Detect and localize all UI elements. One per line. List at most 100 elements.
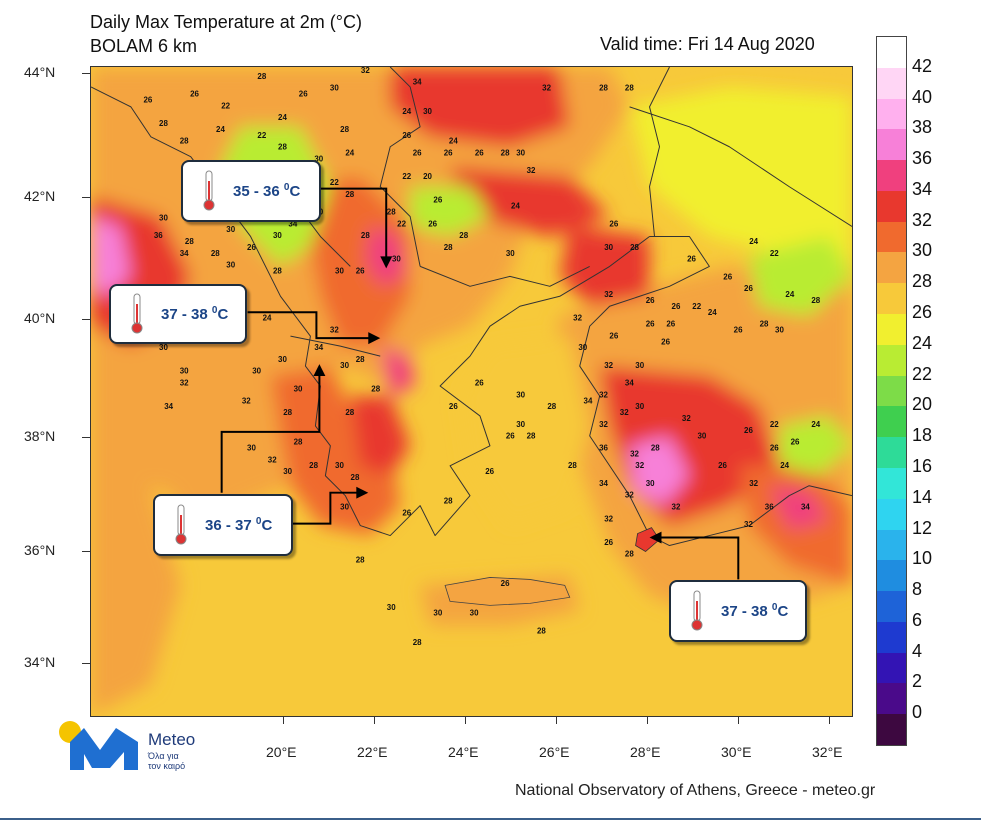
map-value-label: 30 xyxy=(159,343,168,352)
map-value-label: 30 xyxy=(340,361,349,370)
color-scale-segment xyxy=(877,190,906,223)
map-value-label: 32 xyxy=(630,449,639,458)
map-value-label: 24 xyxy=(708,308,717,317)
color-scale-label: 40 xyxy=(912,86,933,107)
color-scale-segment xyxy=(877,560,906,592)
color-scale-label: 16 xyxy=(912,455,933,476)
lat-tick-34: 34°N xyxy=(24,654,56,670)
map-value-label: 26 xyxy=(144,95,153,104)
map-value-label: 32 xyxy=(620,408,629,417)
map-value-label: 26 xyxy=(428,219,437,228)
map-value-label: 26 xyxy=(723,272,732,281)
map-value-label: 26 xyxy=(604,538,613,547)
color-scale-segment xyxy=(877,498,906,531)
map-value-label: 28 xyxy=(185,237,194,246)
map-value-label: 22 xyxy=(257,131,266,140)
color-scale-label: 42 xyxy=(912,55,933,76)
map-value-label: 26 xyxy=(402,131,411,140)
map-value-label: 28 xyxy=(413,638,422,647)
map-value-label: 30 xyxy=(226,225,235,234)
map-value-label: 22 xyxy=(692,302,701,311)
color-scale-label: 28 xyxy=(912,271,933,292)
color-scale-bar xyxy=(876,36,907,746)
color-scale-segment xyxy=(877,37,906,69)
map-value-label: 24 xyxy=(345,149,354,158)
lat-tick-42: 42°N xyxy=(24,188,56,204)
lat-tick-40: 40°N xyxy=(24,310,56,326)
map-value-label: 24 xyxy=(780,461,789,470)
map-value-label: 34 xyxy=(164,402,173,411)
map-value-label: 28 xyxy=(537,626,546,635)
map-value-label: 28 xyxy=(309,461,318,470)
lon-tick-22: 22°E xyxy=(357,744,388,760)
map-value-label: 22 xyxy=(402,172,411,181)
map-value-label: 32 xyxy=(180,379,189,388)
map-value-label: 28 xyxy=(278,143,287,152)
map-value-label: 28 xyxy=(501,149,510,158)
map-value-label: 30 xyxy=(516,149,525,158)
map-value-label: 30 xyxy=(252,367,261,376)
map-value-label: 24 xyxy=(811,420,820,429)
map-value-label: 30 xyxy=(340,503,349,512)
map-value-label: 28 xyxy=(294,438,303,447)
color-scale-segment xyxy=(877,129,906,161)
map-value-label: 34 xyxy=(288,219,297,228)
lon-tick-20: 20°E xyxy=(266,744,297,760)
color-scale-segment xyxy=(877,252,906,284)
lon-tick-28: 28°E xyxy=(630,744,661,760)
map-value-label: 22 xyxy=(221,101,230,110)
thermometer-icon xyxy=(691,590,703,631)
color-scale-label: 10 xyxy=(912,548,933,569)
map-value-label: 30 xyxy=(273,231,282,240)
map-value-label: 28 xyxy=(630,243,639,252)
map-value-label: 26 xyxy=(770,444,779,453)
map-value-label: 28 xyxy=(527,432,536,441)
color-scale-segment xyxy=(877,437,906,469)
color-scale-segment xyxy=(877,67,906,100)
lon-tick-24: 24°E xyxy=(448,744,479,760)
map-value-label: 28 xyxy=(356,355,365,364)
map-value-label: 26 xyxy=(661,337,670,346)
map-value-label: 32 xyxy=(542,84,551,93)
color-scale-label: 38 xyxy=(912,117,933,138)
map-value-label: 30 xyxy=(635,402,644,411)
map-value-label: 30 xyxy=(423,107,432,116)
logo-name: Meteo xyxy=(148,730,196,749)
map-value-label: 32 xyxy=(635,461,644,470)
map-value-label: 24 xyxy=(511,202,520,211)
color-scale-segment xyxy=(877,529,906,561)
map-value-label: 34 xyxy=(801,503,810,512)
map-value-label: 32 xyxy=(604,290,613,299)
map-value-label: 26 xyxy=(646,320,655,329)
color-scale-label: 36 xyxy=(912,148,933,169)
map-value-label: 26 xyxy=(646,296,655,305)
map-value-label: 30 xyxy=(646,479,655,488)
lon-tick-26: 26°E xyxy=(539,744,570,760)
model-name: BOLAM 6 km xyxy=(90,36,198,56)
color-scale-label: 24 xyxy=(912,332,933,353)
map-value-label: 32 xyxy=(527,166,536,175)
color-scale-label: 34 xyxy=(912,178,933,199)
map-value-label: 30 xyxy=(578,343,587,352)
color-scale-segment xyxy=(877,221,906,253)
logo-tagline-1: Όλα για xyxy=(148,751,179,761)
bottom-divider xyxy=(0,818,981,820)
map-value-label: 36 xyxy=(599,444,608,453)
map-value-label: 26 xyxy=(501,579,510,588)
map-value-label: 30 xyxy=(387,603,396,612)
map-value-label: 30 xyxy=(775,325,784,334)
callout-arrows xyxy=(220,187,740,580)
map-value-label: 32 xyxy=(744,520,753,529)
lat-tick-38: 38°N xyxy=(24,428,56,444)
color-scale-segment xyxy=(877,714,906,746)
map-value-label: 26 xyxy=(609,331,618,340)
map-value-label: 26 xyxy=(475,149,484,158)
map-value-label: 30 xyxy=(516,390,525,399)
map-value-label: 28 xyxy=(444,497,453,506)
map-value-label: 32 xyxy=(604,361,613,370)
meteo-logo-icon xyxy=(59,721,138,770)
map-value-label: 34 xyxy=(599,479,608,488)
map-value-label: 28 xyxy=(211,249,220,258)
color-scale-segment xyxy=(877,683,906,715)
map-value-label: 28 xyxy=(387,208,396,217)
